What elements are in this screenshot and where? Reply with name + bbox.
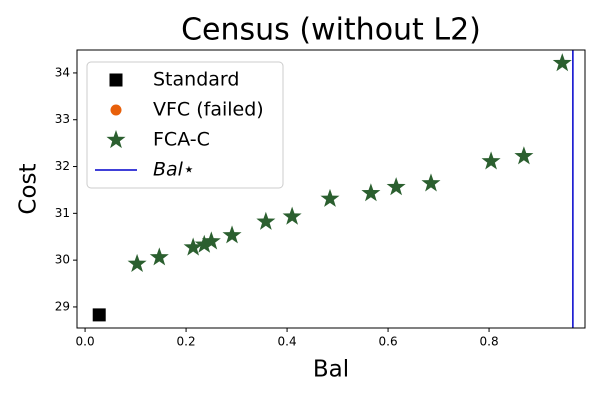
- marker-star: [514, 146, 534, 165]
- y-axis-label: Cost: [16, 163, 42, 214]
- x-tick-label: 0.2: [177, 335, 196, 349]
- legend: Standard VFC (failed) FCA-C Bal⋆: [86, 61, 284, 189]
- legend-label: Standard: [153, 69, 239, 91]
- y-tick-label: 34: [55, 65, 70, 79]
- marker-square: [92, 308, 106, 322]
- marker-star: [201, 231, 221, 250]
- x-tick-label: 0.8: [480, 335, 499, 349]
- marker-star: [256, 211, 276, 230]
- marker-star: [222, 225, 242, 244]
- marker-square: [109, 73, 123, 87]
- marker-star: [183, 237, 203, 256]
- x-tick-label: 0.6: [379, 335, 398, 349]
- y-tick-label: 31: [55, 206, 70, 220]
- marker-star: [386, 177, 406, 196]
- marker-star: [127, 253, 147, 272]
- marker-star: [282, 206, 302, 225]
- x-tick-label: 0.0: [76, 335, 95, 349]
- marker-star: [149, 247, 169, 266]
- marker-star: [361, 183, 381, 202]
- legend-label: FCA-C: [153, 129, 210, 151]
- marker-star: [421, 173, 441, 192]
- y-tick-label: 32: [55, 159, 70, 173]
- x-axis-label: Bal: [313, 357, 349, 383]
- x-tick-label: 0.4: [278, 335, 297, 349]
- marker-star: [194, 234, 214, 253]
- marker-star: [106, 130, 126, 149]
- y-tick-label: 30: [55, 253, 70, 267]
- marker-star: [481, 151, 501, 170]
- legend-label: VFC (failed): [153, 99, 264, 121]
- marker-circle: [110, 104, 122, 116]
- legend-label: Bal⋆: [153, 159, 195, 181]
- marker-star: [552, 53, 572, 72]
- y-tick-label: 33: [55, 112, 70, 126]
- legend-box: [86, 61, 284, 189]
- y-tick-label: 29: [55, 299, 70, 313]
- plot-frame: [76, 49, 586, 329]
- chart-title: Census (without L2): [181, 13, 481, 48]
- marker-star: [320, 188, 340, 207]
